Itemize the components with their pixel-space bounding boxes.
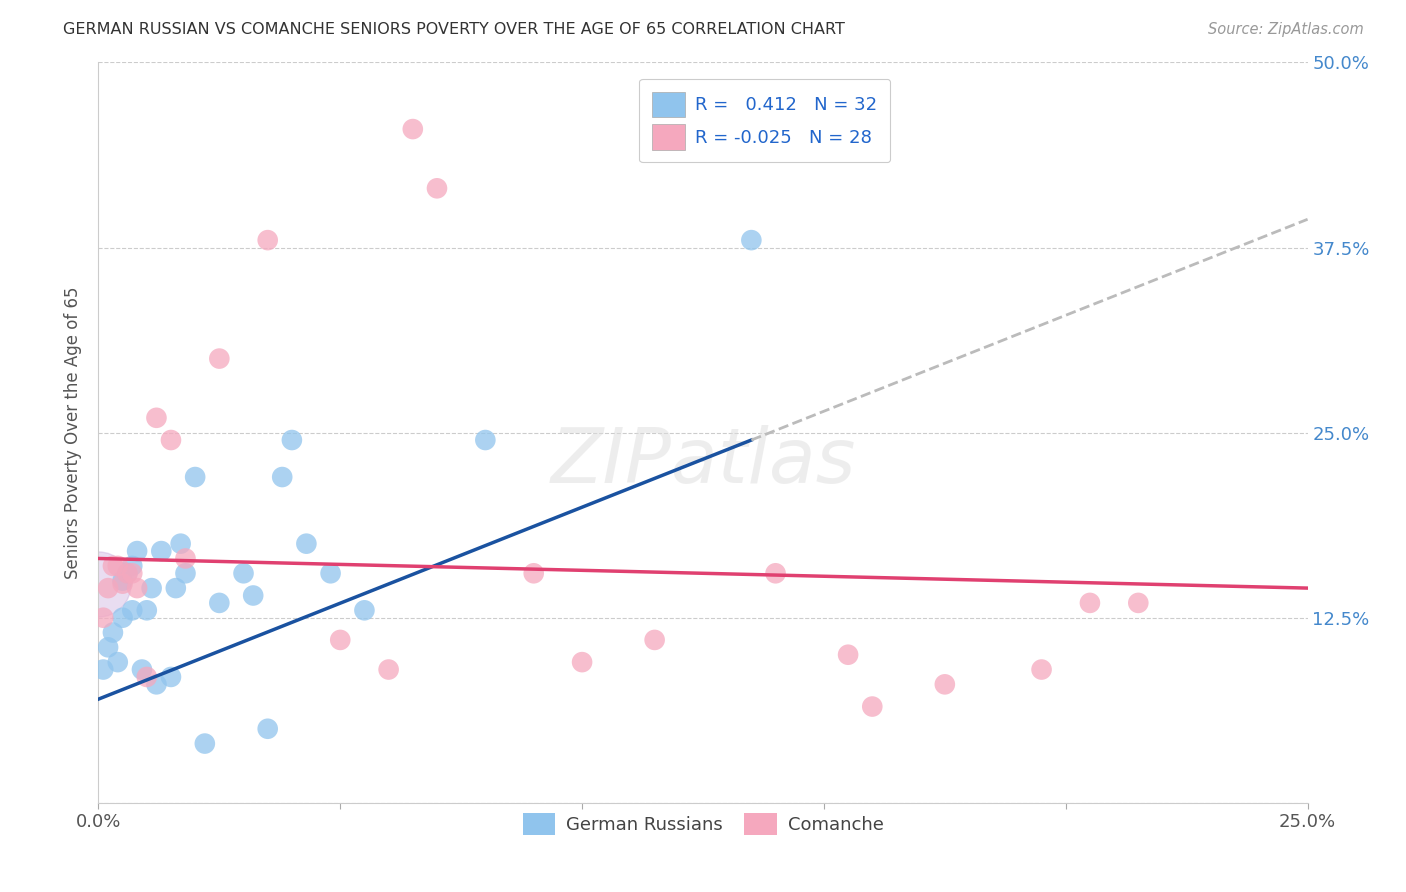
Point <box>111 610 134 624</box>
Point <box>131 663 153 677</box>
Point <box>165 581 187 595</box>
Point <box>934 677 956 691</box>
Point <box>101 625 124 640</box>
Point <box>127 544 149 558</box>
Point <box>121 603 143 617</box>
Point <box>111 576 134 591</box>
Point <box>174 551 197 566</box>
Point <box>1078 596 1101 610</box>
Point <box>474 433 496 447</box>
Point <box>281 433 304 447</box>
Point <box>87 576 110 591</box>
Point <box>174 566 197 581</box>
Point <box>271 470 294 484</box>
Point <box>208 596 231 610</box>
Point <box>194 737 217 751</box>
Point <box>353 603 375 617</box>
Y-axis label: Seniors Poverty Over the Age of 65: Seniors Poverty Over the Age of 65 <box>65 286 83 579</box>
Point <box>1128 596 1150 610</box>
Point <box>97 640 120 655</box>
Point <box>644 632 666 647</box>
Point <box>117 566 139 581</box>
Point <box>107 655 129 669</box>
Point <box>765 566 787 581</box>
Point <box>295 536 318 550</box>
Text: GERMAN RUSSIAN VS COMANCHE SENIORS POVERTY OVER THE AGE OF 65 CORRELATION CHART: GERMAN RUSSIAN VS COMANCHE SENIORS POVER… <box>63 22 845 37</box>
Point <box>860 699 883 714</box>
Point <box>740 233 762 247</box>
Point <box>837 648 859 662</box>
Point <box>160 433 183 447</box>
Text: ZIPatlas: ZIPatlas <box>550 425 856 500</box>
Legend: German Russians, Comanche: German Russians, Comanche <box>515 805 891 842</box>
Point <box>426 181 449 195</box>
Point <box>402 122 425 136</box>
Point <box>150 544 173 558</box>
Point <box>169 536 191 550</box>
Point <box>145 410 167 425</box>
Point <box>377 663 399 677</box>
Point <box>121 558 143 573</box>
Point <box>256 722 278 736</box>
Point <box>571 655 593 669</box>
Point <box>141 581 163 595</box>
Point <box>208 351 231 366</box>
Point <box>111 574 134 588</box>
Point <box>135 603 157 617</box>
Point <box>91 663 114 677</box>
Point <box>91 610 114 624</box>
Point <box>319 566 342 581</box>
Point <box>127 581 149 595</box>
Point <box>256 233 278 247</box>
Point <box>135 670 157 684</box>
Point <box>117 566 139 581</box>
Point <box>184 470 207 484</box>
Point <box>107 558 129 573</box>
Point <box>145 677 167 691</box>
Point <box>329 632 352 647</box>
Point <box>242 589 264 603</box>
Point <box>160 670 183 684</box>
Point <box>1031 663 1053 677</box>
Text: Source: ZipAtlas.com: Source: ZipAtlas.com <box>1208 22 1364 37</box>
Point <box>232 566 254 581</box>
Point <box>97 581 120 595</box>
Point <box>121 566 143 581</box>
Point <box>523 566 546 581</box>
Point <box>101 558 124 573</box>
